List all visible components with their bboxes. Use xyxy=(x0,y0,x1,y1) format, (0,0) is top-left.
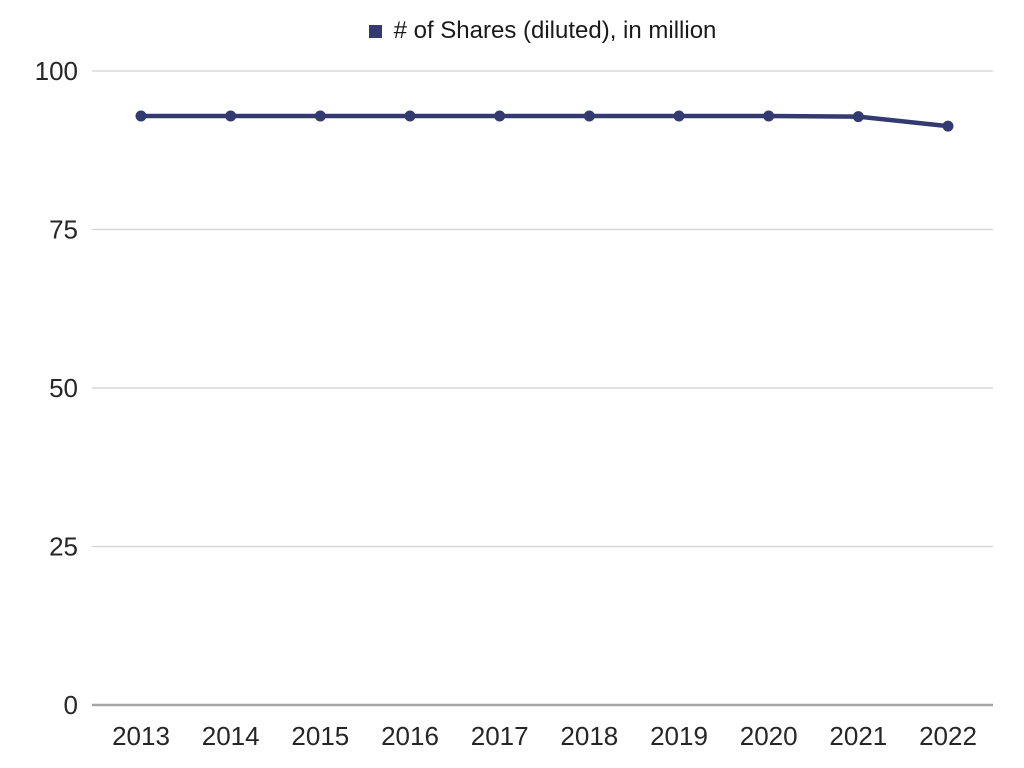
legend-marker-icon xyxy=(368,24,382,38)
x-axis-labels: 2013 2014 2015 2016 2017 2018 2019 2020 2021 2022 xyxy=(112,721,977,751)
data-point xyxy=(494,110,506,122)
legend-label: # of Shares (diluted), in million xyxy=(393,17,717,44)
data-point xyxy=(942,120,954,132)
y-tick-label: 50 xyxy=(49,373,78,403)
data-point xyxy=(135,110,147,122)
data-point xyxy=(314,110,326,122)
x-tick-label: 2016 xyxy=(381,721,439,751)
data-point xyxy=(673,110,685,122)
x-tick-label: 2018 xyxy=(560,721,618,751)
x-tick-label: 2014 xyxy=(202,721,260,751)
gridlines xyxy=(92,70,993,707)
x-tick-label: 2017 xyxy=(471,721,529,751)
y-tick-label: 0 xyxy=(64,690,78,720)
x-tick-label: 2020 xyxy=(740,721,798,751)
x-tick-label: 2015 xyxy=(291,721,349,751)
data-line xyxy=(138,113,951,129)
data-point xyxy=(763,110,775,122)
x-tick-label: 2019 xyxy=(650,721,708,751)
data-point xyxy=(225,110,237,122)
y-tick-label: 75 xyxy=(49,215,78,245)
series-line xyxy=(138,113,951,129)
x-tick-label: 2022 xyxy=(919,721,977,751)
y-tick-label: 100 xyxy=(35,56,78,86)
data-point xyxy=(852,111,864,123)
x-tick-label: 2013 xyxy=(112,721,170,751)
y-axis-labels: 0 25 50 75 100 xyxy=(35,56,78,720)
data-point xyxy=(583,110,595,122)
data-point xyxy=(404,110,416,122)
y-tick-label: 25 xyxy=(49,532,78,562)
x-tick-label: 2021 xyxy=(829,721,887,751)
chart-legend: # of Shares (diluted), in million xyxy=(92,17,993,46)
data-points xyxy=(135,110,954,132)
